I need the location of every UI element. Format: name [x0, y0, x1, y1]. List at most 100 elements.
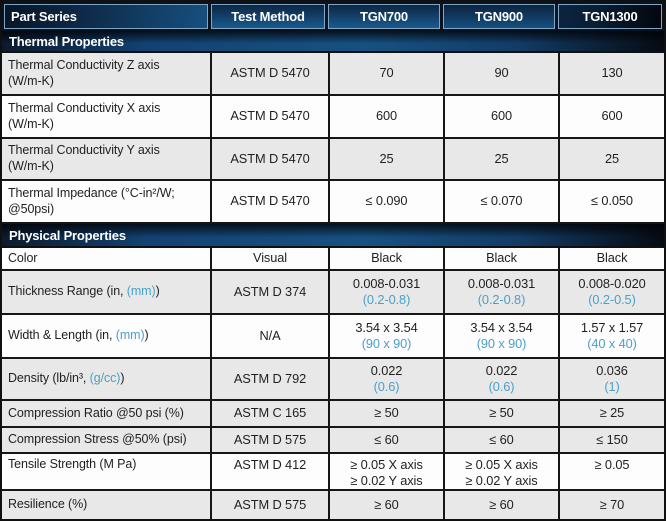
- cell-text-line: (0.2-0.8): [477, 292, 526, 308]
- table-row: Compression Stress @50% (psi) ASTM D 575 ≤…: [2, 428, 664, 454]
- value-cell: 90: [445, 53, 560, 94]
- row-label-cell: Resilience (%): [2, 491, 212, 519]
- cell-text-line: ≤ 60: [489, 431, 514, 448]
- value-text: 25: [379, 150, 394, 166]
- test-method-cell: ASTM D 412: [212, 454, 330, 489]
- cell-text-line: Compression Stress @50% (psi): [8, 432, 187, 448]
- table-row: Thickness Range (in, (mm)) ASTM D 374 0.00…: [2, 271, 664, 315]
- value-cell: 3.54 x 3.54 (90 x 90): [330, 315, 445, 357]
- row-label-cell: Thickness Range (in, (mm)): [2, 271, 212, 313]
- value-text: Compression Ratio @50 psi (%): [8, 405, 184, 420]
- metric-value-text: (90 x 90): [476, 336, 527, 351]
- value-text: 130: [601, 65, 623, 81]
- cell-text-line: Thickness Range (in, (mm)): [8, 284, 160, 300]
- cell-text-line: (40 x 40): [587, 336, 637, 352]
- value-cell: ≤ 60: [445, 428, 560, 452]
- value-cell: 0.008-0.031 (0.2-0.8): [330, 271, 445, 313]
- cell-text-line: (0.2-0.5): [588, 292, 636, 308]
- cell-text-line: 25: [605, 151, 619, 167]
- value-cell: 0.022 (0.6): [330, 359, 445, 399]
- cell-text-line: ≤ 0.090: [366, 193, 408, 209]
- cell-text-line: ≥ 50: [489, 405, 514, 421]
- cell-text-line: ≤ 0.050: [591, 193, 633, 209]
- test-method-cell: ASTM D 5470: [212, 181, 330, 222]
- cell-text-line: ≥ 25: [600, 405, 625, 421]
- value-text: 600: [375, 108, 398, 124]
- value-text: Compression Stress @50% (psi): [8, 432, 187, 447]
- value-cell: Black: [445, 248, 560, 269]
- value-cell: ≥ 0.05: [560, 454, 664, 489]
- value-text: ): [120, 371, 125, 386]
- cell-text-line: Thermal Impedance (°C-in²/W;: [8, 186, 175, 202]
- table-row: Thermal Impedance (°C-in²/W; @50psi) ASTM …: [2, 181, 664, 224]
- row-label-cell: Thermal Conductivity X axis (W/m-K): [2, 96, 212, 137]
- metric-value-text: (mm): [115, 328, 145, 343]
- test-method-cell: Visual: [212, 248, 330, 269]
- value-text: ≥ 0.02 Y axis: [465, 473, 538, 489]
- value-text: Black: [486, 250, 517, 266]
- value-text: ≥ 70: [599, 496, 625, 512]
- value-cell: 130: [560, 53, 664, 94]
- cell-text-line: 600: [601, 108, 622, 124]
- value-text: ≥ 50: [374, 405, 399, 421]
- test-method-cell: ASTM D 792: [212, 359, 330, 399]
- cell-text-line: 0.036: [596, 363, 628, 379]
- value-text: 1.57 x 1.57: [580, 319, 644, 335]
- cell-text-line: ≥ 0.05: [595, 457, 630, 473]
- cell-text-line: Resilience (%): [8, 497, 87, 513]
- row-label-cell: Width & Length (in, (mm)): [2, 315, 212, 357]
- value-text: ≤ 0.050: [591, 193, 633, 209]
- test-method-cell: N/A: [212, 315, 330, 357]
- section-header-thermal-properties: Thermal Properties: [2, 31, 664, 53]
- value-text: Density (lb/in³,: [8, 371, 90, 386]
- cell-text-line: ≥ 50: [374, 405, 399, 421]
- cell-text-line: 70: [379, 65, 393, 81]
- value-cell: 0.036 (1): [560, 359, 664, 399]
- value-cell: ≥ 60: [330, 491, 445, 519]
- value-text: Resilience (%): [8, 497, 88, 512]
- value-cell: 0.008-0.020 (0.2-0.5): [560, 271, 664, 313]
- test-method-cell: ASTM D 5470: [212, 96, 330, 137]
- test-method-cell: ASTM D 575: [212, 491, 330, 519]
- cell-text-line: Tensile Strength (M Pa): [8, 457, 136, 473]
- value-text: Thermal Impedance (°C-in²/W;: [8, 185, 175, 200]
- value-text: ≥ 60: [489, 496, 514, 512]
- value-text: ≤ 60: [489, 431, 514, 447]
- cell-text-line: ≤ 60: [374, 432, 399, 448]
- test-method-cell: ASTM D 575: [212, 428, 330, 452]
- cell-text-line: Compression Ratio @50 psi (%): [8, 406, 184, 422]
- value-cell: ≤ 0.050: [560, 181, 664, 222]
- value-text: ≤ 150: [596, 431, 628, 447]
- cell-text-line: Black: [486, 250, 517, 266]
- cell-text-line: 0.008-0.020: [578, 276, 645, 292]
- value-cell: ≥ 70: [560, 491, 664, 519]
- value-text: Width & Length (in,: [8, 328, 116, 343]
- metric-value-text: (mm): [126, 284, 156, 299]
- cell-text-line: 1.57 x 1.57: [581, 320, 643, 336]
- value-text: 3.54 x 3.54: [470, 319, 533, 335]
- table-row: Thermal Conductivity X axis (W/m-K) ASTM D…: [2, 96, 664, 139]
- value-cell: ≥ 50: [330, 401, 445, 426]
- metric-value-text: (0.2-0.8): [477, 292, 526, 307]
- value-text: Thermal Conductivity Y axis: [8, 143, 160, 158]
- row-label-cell: Thermal Conductivity Z axis (W/m-K): [2, 53, 212, 94]
- test-method-cell: ASTM C 165: [212, 401, 330, 426]
- test-method-cell: ASTM D 374: [212, 271, 330, 313]
- value-text: Thickness Range (in,: [8, 284, 127, 299]
- table-row: Width & Length (in, (mm)) N/A 3.54 x 3.54(…: [2, 315, 664, 359]
- cell-text-line: (W/m-K): [8, 74, 54, 90]
- value-cell: 25: [560, 139, 664, 179]
- value-text: ≥ 60: [374, 496, 399, 512]
- value-text: Color: [8, 250, 38, 265]
- value-cell: 25: [330, 139, 445, 179]
- cell-text-line: ≥ 0.05 X axis: [350, 457, 423, 473]
- header-row: Part Series Test Method TGN700 TGN900 TG…: [2, 2, 664, 31]
- column-header-tgn1300: TGN1300: [558, 4, 662, 29]
- value-text: @50psi): [8, 201, 55, 216]
- cell-text-line: ≥ 0.02 Y axis: [465, 473, 537, 489]
- value-text: 90: [494, 65, 509, 81]
- value-text: 25: [494, 150, 509, 166]
- cell-text-line: 0.022: [486, 363, 518, 379]
- value-cell: 600: [330, 96, 445, 137]
- metric-value-text: (40 x 40): [587, 336, 637, 351]
